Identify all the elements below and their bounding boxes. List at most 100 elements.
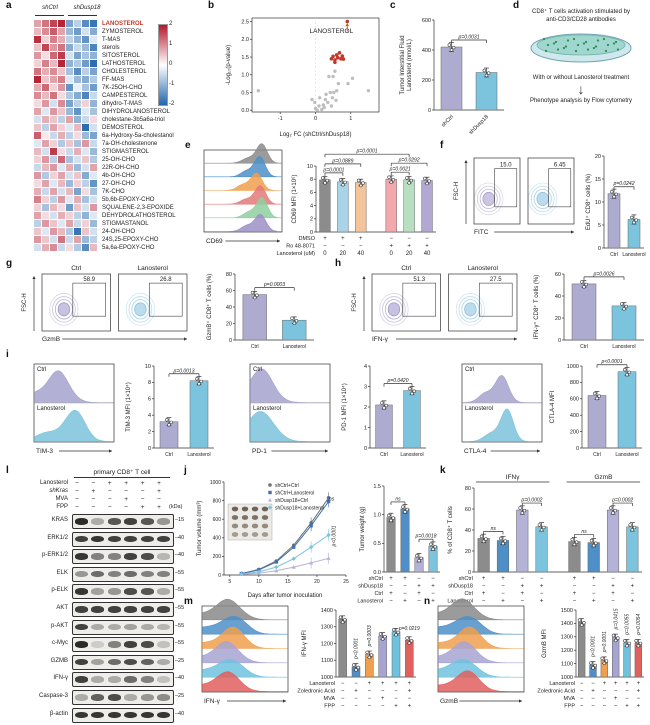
panel-label-a: a (6, 0, 12, 11)
svg-text:400: 400 (422, 48, 431, 54)
svg-text:+: + (368, 681, 372, 687)
svg-text:p=0.0242: p=0.0242 (613, 181, 635, 187)
svg-text:shCtrl: shCtrl (459, 576, 473, 582)
svg-text:Ctrl: Ctrl (380, 452, 388, 458)
svg-text:−: − (354, 696, 358, 702)
svg-text:+: + (501, 576, 505, 582)
panel-m-ifng-mfi-bar-chart: 1000 1100 1200 1300 1400 IFN-γ MFI p<0.0001 p=0… (297, 608, 420, 710)
svg-text:+: + (431, 599, 435, 605)
svg-text:IFN-γ: IFN-γ (372, 336, 389, 343)
svg-text:−: − (611, 599, 615, 605)
svg-text:shCtrl+Ctrl: shCtrl+Ctrl (275, 483, 299, 489)
panel-h-ifng-bar-chart: 0 20 40 60 IFN-γ⁺ CD8⁺ T cells (%) p=0.0026 Ct… (533, 271, 644, 350)
svg-text:Ro 48-8071: Ro 48-8071 (286, 244, 315, 250)
svg-text:GzmB: GzmB (42, 336, 60, 343)
svg-text:+: + (381, 696, 385, 702)
svg-text:20: 20 (555, 316, 561, 322)
svg-text:+: + (403, 599, 407, 605)
panel-label-e: e (185, 140, 191, 151)
svg-text:0: 0 (310, 230, 313, 236)
svg-text:+: + (389, 591, 393, 597)
svg-text:0: 0 (218, 573, 221, 579)
svg-text:0: 0 (148, 446, 151, 452)
svg-text:Lanosterol (nmol/L): Lanosterol (nmol/L) (407, 39, 413, 91)
svg-text:0.0: 0.0 (241, 108, 249, 114)
svg-text:+: + (637, 681, 641, 687)
svg-text:−: − (540, 576, 544, 582)
svg-text:−: − (431, 576, 435, 582)
panel-j-tumor-weight-bar-chart: 0.0 0.5 1.0 1.5 Tumor weight (g) ns p=0.0018 sh… (357, 484, 440, 605)
svg-text:TIM-3 MFI (1×10⁴): TIM-3 MFI (1×10⁴) (125, 382, 132, 431)
svg-text:+: + (540, 599, 544, 605)
svg-text:shDusp18: shDusp18 (358, 584, 383, 590)
panel-j-tumor-volume-line-chart: 0 200 400 600 800 1000 5 10 15 20 25 Tumor volume (… (197, 480, 349, 599)
svg-text:+: + (381, 681, 385, 687)
svg-text:p=0.0018: p=0.0018 (415, 534, 437, 540)
svg-text:10: 10 (307, 164, 313, 170)
svg-text:40: 40 (357, 251, 364, 257)
svg-text:400: 400 (570, 413, 579, 419)
svg-text:1.5: 1.5 (241, 55, 249, 61)
svg-text:shCtrl: shCtrl (369, 576, 383, 582)
svg-text:Lanosterol: Lanosterol (468, 265, 499, 272)
svg-text:−: − (580, 689, 584, 695)
svg-text:LANOSTEROL: LANOSTEROL (310, 28, 354, 35)
svg-text:2: 2 (148, 429, 151, 435)
svg-text:p=0.0219: p=0.0219 (398, 626, 420, 632)
svg-text:−: − (381, 704, 385, 710)
panel-label-h: h (335, 258, 342, 269)
svg-text:−: − (389, 236, 393, 242)
svg-text:−: − (368, 696, 372, 702)
svg-text:4: 4 (364, 364, 367, 370)
svg-text:Ctrl: Ctrl (465, 367, 474, 373)
panel-c-lanosterol-bar-chart: 0 200 400 600 Tumor Interstitial Fluid Lanost… (400, 18, 504, 136)
svg-text:TIM-3: TIM-3 (36, 448, 53, 455)
panel-b-volcano-plot: 0.0 0.5 1.0 1.5 2.0 2.5 -1 0 1 -Log₁₀(p-value) Log… (226, 17, 380, 138)
svg-text:200: 200 (570, 429, 579, 435)
svg-text:+: + (408, 681, 412, 687)
svg-text:ns: ns (581, 529, 587, 535)
svg-text:Ctrl: Ctrl (251, 344, 259, 350)
panel-i-tim3-bar-chart: 0 2 4 6 8 10 TIM-3 MFI (1×10⁴) p=0.0013 Ctrl Lano… (125, 364, 214, 458)
svg-text:+: + (341, 236, 345, 242)
svg-text:200: 200 (422, 78, 431, 84)
svg-text:p=0.0002: p=0.0002 (520, 498, 542, 504)
svg-text:+: + (431, 584, 435, 590)
svg-text:Tumor Interstitial Fluid: Tumor Interstitial Fluid (400, 35, 406, 94)
svg-text:40: 40 (555, 294, 561, 300)
svg-text:40: 40 (226, 305, 232, 311)
svg-text:shDusp18: shDusp18 (468, 114, 490, 136)
svg-text:−: − (573, 584, 577, 590)
svg-text:CD69 MFI (1×10⁶): CD69 MFI (1×10⁶) (291, 175, 298, 224)
svg-text:−: − (580, 696, 584, 702)
svg-text:GzmB: GzmB (594, 474, 612, 481)
svg-text:1200: 1200 (321, 641, 333, 647)
petri-dish-illustration (530, 33, 632, 63)
svg-text:−: − (501, 591, 505, 597)
svg-text:Lanosterol (uM): Lanosterol (uM) (276, 251, 315, 257)
svg-text:IFN-γ⁺ CD8⁺ T cells (%): IFN-γ⁺ CD8⁺ T cells (%) (533, 275, 540, 339)
panel-label-b: b (208, 0, 215, 11)
svg-text:p<0.0001: p<0.0001 (601, 359, 623, 365)
svg-text:Ctrl: Ctrl (165, 452, 173, 458)
svg-text:6: 6 (310, 190, 313, 196)
svg-text:+: + (631, 584, 635, 590)
panel-i-ctla4-histograms: Ctrl Lanosterol CTLA-4 (461, 363, 543, 455)
svg-text:2.5: 2.5 (241, 19, 249, 25)
svg-text:+: + (592, 576, 596, 582)
svg-text:EdU⁺ CD8⁺ cells (%): EdU⁺ CD8⁺ cells (%) (585, 174, 592, 230)
svg-text:0.5: 0.5 (241, 90, 249, 96)
svg-text:1.0: 1.0 (241, 73, 249, 79)
svg-text:Ctrl: Ctrl (593, 452, 601, 458)
panel-label-d: d (513, 0, 520, 11)
svg-text:1000: 1000 (567, 364, 579, 370)
svg-text:Lanosterol: Lanosterol (465, 406, 493, 412)
svg-text:IFN-γ MFI: IFN-γ MFI (302, 630, 308, 657)
svg-text:−: − (603, 696, 607, 702)
svg-text:Lanosterol: Lanosterol (37, 406, 65, 412)
svg-text:0.0: 0.0 (373, 570, 381, 576)
svg-text:1000: 1000 (321, 675, 333, 681)
svg-text:5: 5 (228, 579, 231, 585)
svg-text:60: 60 (555, 272, 561, 278)
